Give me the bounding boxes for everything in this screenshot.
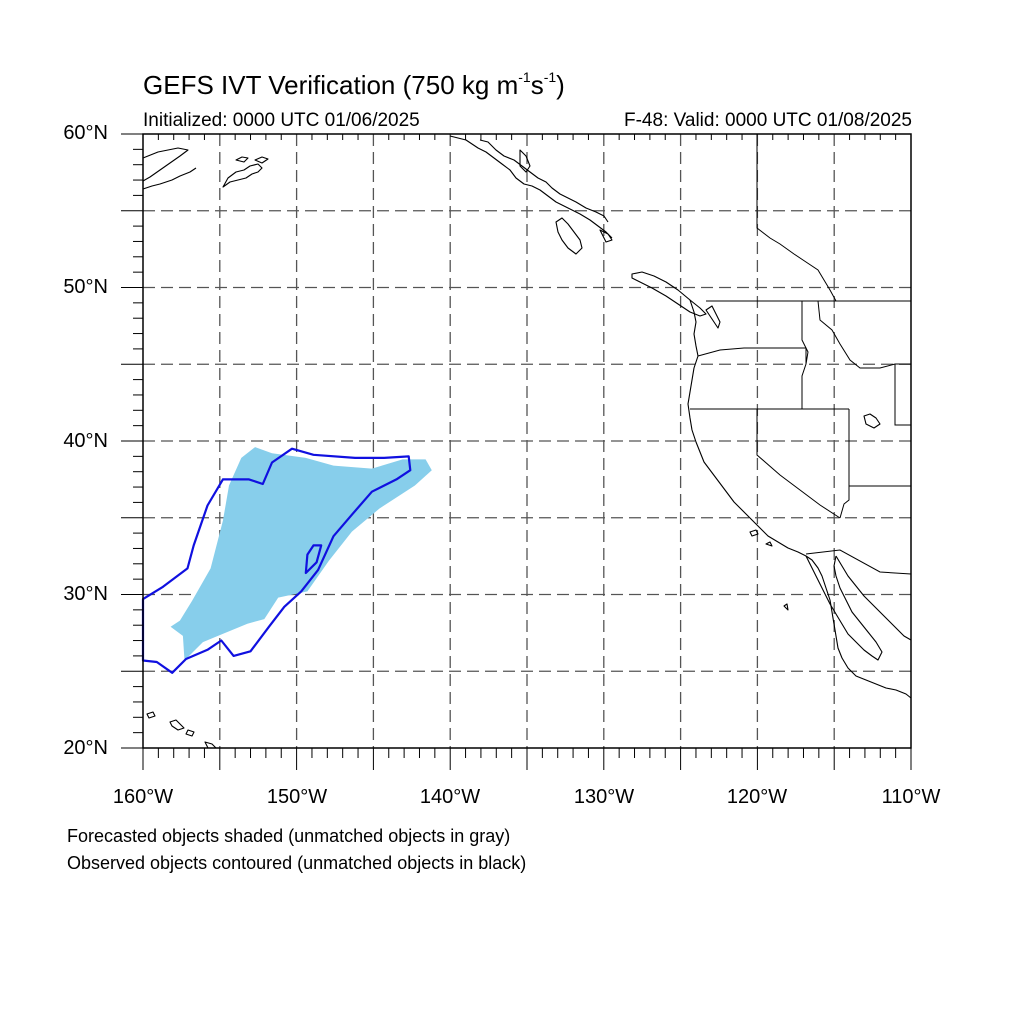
lat-label-50n: 50°N [63, 276, 108, 298]
lat-label-60n: 60°N [63, 122, 108, 144]
footnote-forecast: Forecasted objects shaded (unmatched obj… [67, 826, 511, 846]
lon-label-160w: 160°W [112, 786, 174, 808]
map-title: GEFS IVT Verification (750 kg m-1s-1) [143, 69, 565, 101]
lat-label-20n: 20°N [63, 737, 108, 759]
lon-label-110w: 110°W [881, 786, 941, 808]
lon-label-150w: 150°W [266, 786, 328, 808]
lon-label-120w: 120°W [726, 786, 788, 808]
lat-label-30n: 30°N [63, 583, 108, 605]
observed-ivt-contours [141, 447, 412, 674]
lat-label-40n: 40°N [63, 430, 108, 452]
political-borders [690, 134, 912, 575]
lon-label-140w: 140°W [419, 786, 481, 808]
observed-contour-2 [304, 544, 323, 575]
valid-time: F-48: Valid: 0000 UTC 01/08/2025 [624, 110, 912, 131]
initialized-time: Initialized: 0000 UTC 01/06/2025 [143, 110, 420, 131]
coastlines [142, 135, 912, 749]
title-close: ) [556, 70, 565, 100]
title-main: GEFS IVT Verification (750 kg m [143, 70, 519, 100]
title-exponent-1: -1 [518, 69, 531, 86]
title-exponent-2: -1 [543, 69, 557, 86]
title-unit-s: s [530, 70, 544, 100]
axis-ticks [121, 133, 912, 770]
lon-label-130w: 130°W [573, 786, 635, 808]
observed-contour-1 [141, 447, 412, 674]
forecast-ivt-object [170, 447, 432, 661]
footnote-observed: Observed objects contoured (unmatched ob… [67, 853, 527, 873]
